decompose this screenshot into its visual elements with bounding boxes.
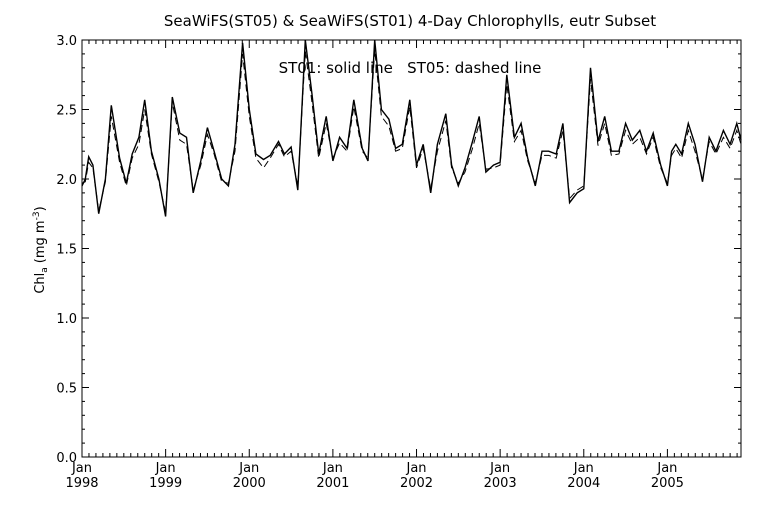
x-tick-year: 2002 (400, 476, 433, 491)
x-tick-month: Jan (656, 461, 677, 476)
y-axis-label-subscript: a (40, 267, 50, 273)
x-tick-year: 1999 (149, 476, 182, 491)
x-tick-year: 2005 (651, 476, 684, 491)
x-tick-month: Jan (71, 461, 92, 476)
chart-title: SeaWiFS(ST05) & SeaWiFS(ST01) 4-Day Chlo… (164, 12, 656, 30)
x-tick-month: Jan (238, 461, 259, 476)
y-axis-label-exponent: -3 (32, 211, 42, 220)
x-tick-year: 2003 (484, 476, 517, 491)
x-axis: Jan1998Jan1999Jan2000Jan2001Jan2002Jan20… (65, 40, 738, 491)
y-axis: 0.0 0.5 1.0 1.5 2.0 2.5 3.0 (56, 34, 741, 466)
y-tick-label: 0.5 (56, 382, 77, 397)
series-line-st05 (81, 49, 742, 213)
x-tick-year: 1998 (65, 476, 98, 491)
y-axis-label: Chla (mg m-3) (32, 206, 50, 293)
x-tick-month: Jan (405, 461, 426, 476)
y-tick-label: 2.5 (56, 104, 77, 119)
y-axis-label-unit: (mg m (33, 220, 48, 263)
y-tick-label: 2.0 (56, 173, 77, 188)
x-tick-month: Jan (489, 461, 510, 476)
y-tick-label: 1.0 (56, 312, 77, 327)
chart-annotation: ST01: solid line ST05: dashed line (279, 59, 542, 77)
y-tick-label: 0.0 (56, 451, 77, 466)
y-tick-label: 1.5 (56, 243, 77, 258)
series-line-st01 (81, 39, 742, 217)
series-group (81, 39, 742, 217)
x-tick-year: 2000 (233, 476, 266, 491)
x-tick-year: 2001 (316, 476, 349, 491)
y-axis-label-close: ) (33, 206, 48, 211)
y-axis-label-main: Chl (33, 273, 48, 294)
x-tick-month: Jan (322, 461, 343, 476)
x-tick-month: Jan (155, 461, 176, 476)
plot-frame (81, 39, 742, 458)
x-tick-year: 2004 (567, 476, 600, 491)
y-tick-label: 3.0 (56, 34, 77, 49)
x-tick-month: Jan (573, 461, 594, 476)
